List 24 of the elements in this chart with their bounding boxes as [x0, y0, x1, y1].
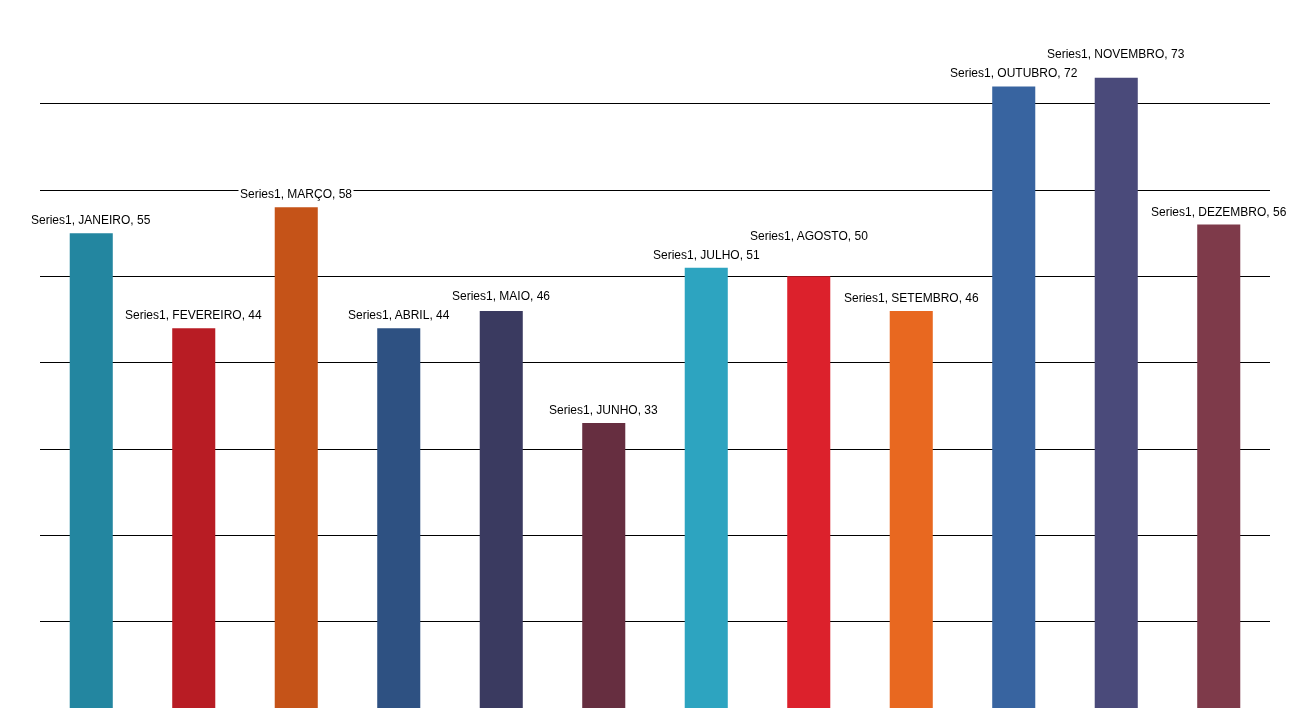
data-label: Series1, AGOSTO, 50 [750, 229, 869, 243]
bar [684, 267, 728, 708]
bar [787, 276, 831, 708]
bar [889, 310, 933, 708]
bar [69, 233, 113, 708]
bar [582, 423, 626, 708]
bar [274, 207, 318, 708]
data-label: Series1, MAIO, 46 [452, 289, 551, 303]
data-label: Series1, MARÇO, 58 [240, 187, 353, 201]
data-label: Series1, ABRIL, 44 [348, 308, 450, 322]
bar [1197, 224, 1241, 708]
data-label: Series1, DEZEMBRO, 56 [1151, 205, 1287, 219]
data-label: Series1, NOVEMBRO, 73 [1047, 47, 1185, 61]
bar [377, 328, 421, 708]
data-label: Series1, JANEIRO, 55 [31, 213, 151, 227]
bar [479, 310, 523, 708]
bar [1094, 77, 1138, 708]
bar [172, 328, 216, 708]
bar [992, 86, 1036, 708]
data-label: Series1, OUTUBRO, 72 [950, 66, 1078, 80]
data-label: Series1, SETEMBRO, 46 [844, 291, 980, 305]
data-label: Series1, JUNHO, 33 [549, 403, 659, 417]
data-label: Series1, JULHO, 51 [653, 248, 761, 262]
data-label: Series1, FEVEREIRO, 44 [125, 308, 263, 322]
